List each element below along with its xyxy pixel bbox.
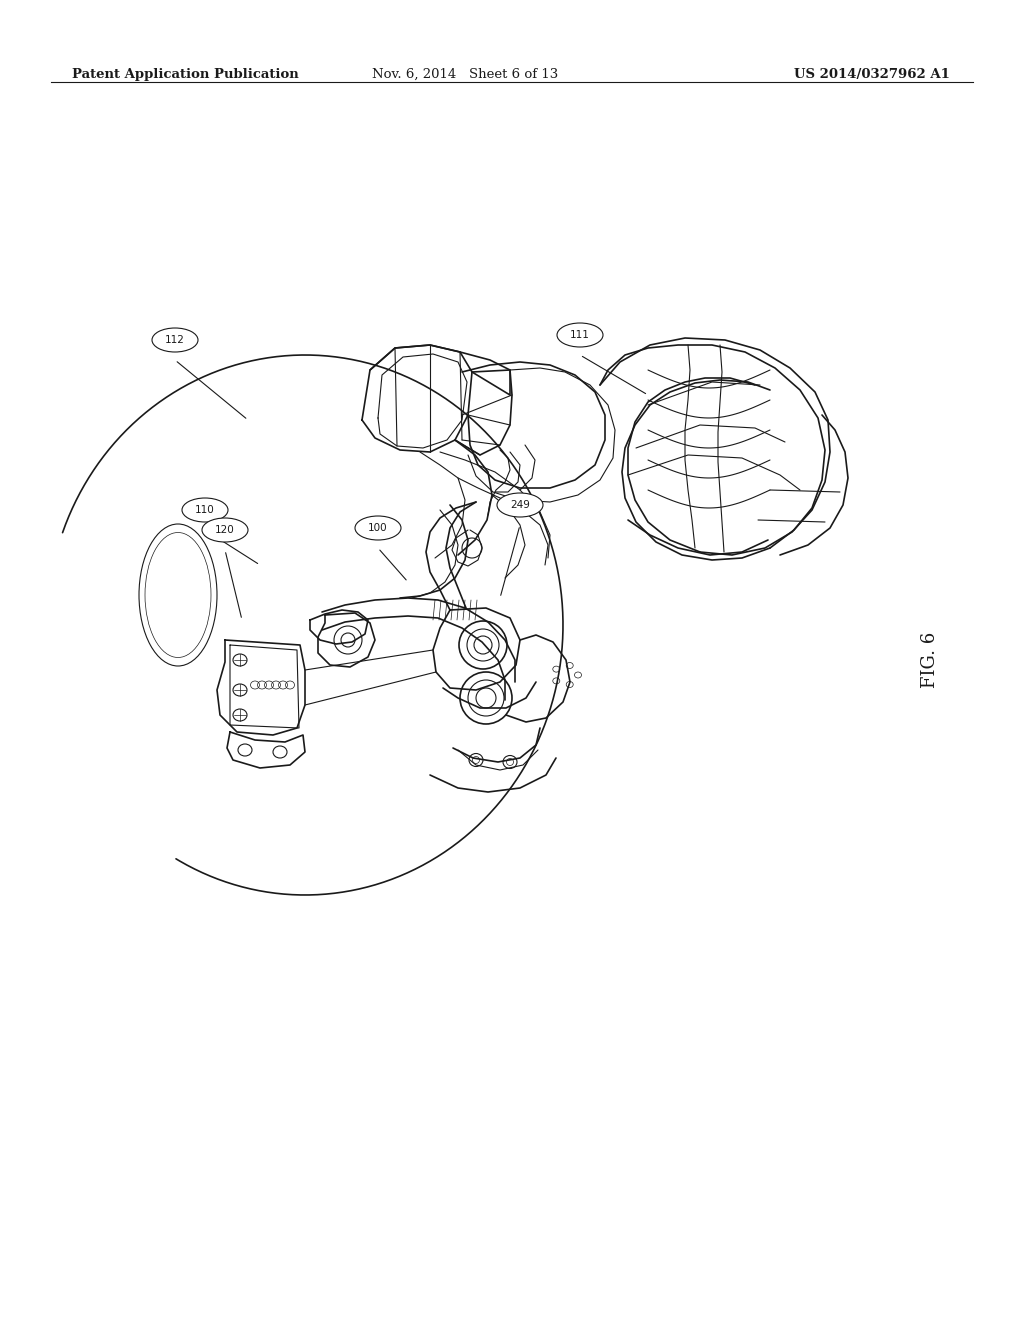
Text: FIG. 6: FIG. 6 — [921, 632, 939, 688]
Ellipse shape — [202, 517, 248, 543]
Ellipse shape — [557, 323, 603, 347]
Text: 100: 100 — [369, 523, 388, 533]
Ellipse shape — [182, 498, 228, 521]
Text: Nov. 6, 2014   Sheet 6 of 13: Nov. 6, 2014 Sheet 6 of 13 — [372, 69, 558, 81]
Ellipse shape — [497, 492, 543, 517]
Ellipse shape — [152, 327, 198, 352]
Text: 120: 120 — [215, 525, 234, 535]
Text: 249: 249 — [510, 500, 530, 510]
Text: 111: 111 — [570, 330, 590, 341]
Text: 110: 110 — [196, 506, 215, 515]
Text: Patent Application Publication: Patent Application Publication — [72, 69, 299, 81]
Text: US 2014/0327962 A1: US 2014/0327962 A1 — [795, 69, 950, 81]
Text: 112: 112 — [165, 335, 185, 345]
Ellipse shape — [355, 516, 401, 540]
